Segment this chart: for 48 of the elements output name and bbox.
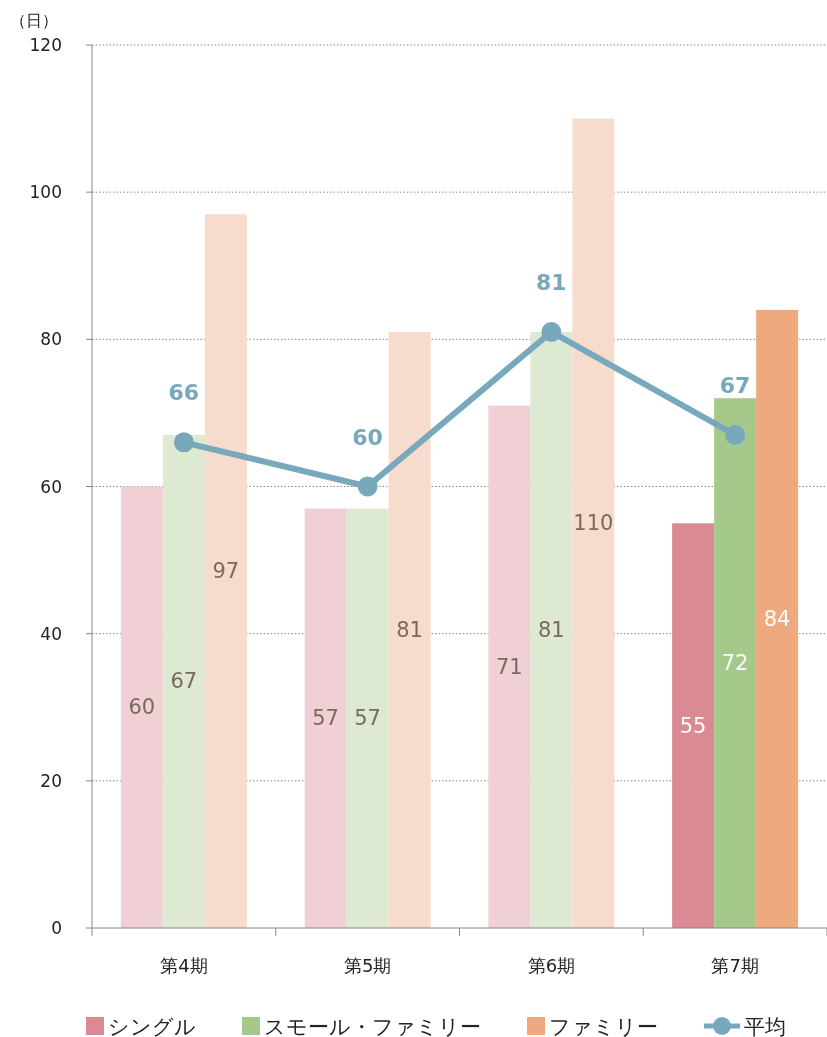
legend-label: シングル <box>108 1015 196 1037</box>
data-label: 60 <box>352 424 383 450</box>
bar <box>714 398 757 928</box>
y-axis-title: （日） <box>10 11 58 30</box>
data-label: 97 <box>212 559 240 584</box>
data-label: 72 <box>721 651 749 676</box>
x-tick-label: 第6期 <box>527 955 576 976</box>
y-tick-label: 120 <box>29 35 62 55</box>
y-tick-label: 20 <box>40 770 62 791</box>
bar <box>162 434 205 928</box>
point <box>173 432 194 453</box>
bar <box>488 405 531 928</box>
point <box>357 476 378 497</box>
bar <box>572 118 615 928</box>
data-label: 66 <box>168 380 200 406</box>
bar <box>756 309 799 928</box>
bar <box>346 508 389 928</box>
data-label: 81 <box>538 617 565 642</box>
x-tick-label: 第4期 <box>160 955 208 976</box>
data-label: 110 <box>573 511 614 536</box>
data-label: 81 <box>536 269 567 295</box>
y-tick-label: 60 <box>40 476 62 497</box>
point <box>541 321 562 342</box>
bar <box>120 486 163 928</box>
bar <box>672 523 715 928</box>
data-label: 84 <box>763 606 791 631</box>
bar <box>388 331 431 928</box>
y-tick-label: 0 <box>51 918 62 938</box>
data-label: 57 <box>312 706 339 731</box>
y-tick-label: 40 <box>40 623 62 644</box>
x-tick-label: 第7期 <box>711 955 759 976</box>
bar <box>530 331 573 928</box>
legend-label: 平均 <box>744 1015 786 1037</box>
y-tick-label: 80 <box>40 329 62 350</box>
x-tick-label: 第5期 <box>343 955 392 976</box>
data-label: 60 <box>128 695 156 720</box>
data-label: 57 <box>354 706 381 731</box>
data-label: 67 <box>170 669 198 694</box>
data-label: 67 <box>719 372 751 398</box>
bar <box>304 508 347 928</box>
legend-label: スモール・ファミリー <box>264 1015 481 1037</box>
data-label: 55 <box>679 713 707 738</box>
bar <box>204 214 247 928</box>
y-tick-label: 100 <box>29 182 62 203</box>
data-label: 71 <box>496 654 523 679</box>
legend-label: ファミリー <box>549 1015 658 1037</box>
point <box>725 424 746 445</box>
data-label: 81 <box>396 617 423 642</box>
